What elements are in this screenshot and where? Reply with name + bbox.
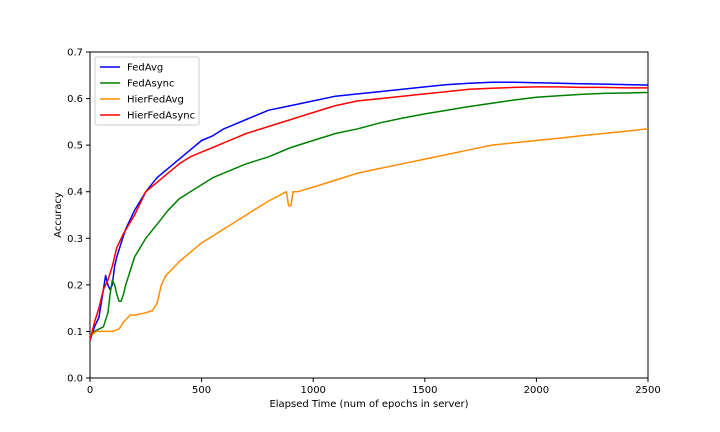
series-layer [89, 81, 649, 341]
x-axis: 0 500 1000 1500 2000 2500 [87, 378, 661, 396]
legend-label: HierFedAvg [127, 95, 184, 106]
x-tick-label: 0 [87, 385, 93, 396]
series-line-fedasync [89, 91, 649, 337]
y-tick-label: 0.1 [67, 327, 83, 338]
legend: FedAvg FedAsync HierFedAvg HierFedAsync [94, 56, 200, 126]
x-tick-label: 2500 [635, 385, 660, 396]
y-axis: 0.0 0.1 0.2 0.3 0.4 0.5 0.6 0.7 [67, 48, 90, 385]
x-tick-label: 2000 [524, 385, 549, 396]
legend-label: FedAsync [127, 79, 175, 90]
x-tick-label: 1500 [412, 385, 437, 396]
x-tick-label: 500 [192, 385, 211, 396]
legend-box [94, 56, 200, 126]
x-tick-label: 1000 [300, 385, 325, 396]
y-tick-label: 0.7 [67, 48, 83, 59]
series-line-hierfedavg [89, 128, 649, 337]
y-tick-label: 0.4 [67, 187, 83, 198]
x-axis-title: Elapsed Time (num of epochs in server) [269, 399, 468, 410]
y-tick-label: 0.5 [67, 141, 83, 152]
y-tick-label: 0.6 [67, 94, 83, 105]
series-line-hierfedasync [89, 86, 648, 341]
legend-label: FedAvg [127, 63, 163, 74]
plot-area-frame [89, 51, 649, 379]
y-tick-label: 0.3 [67, 234, 83, 245]
y-tick-label: 0.2 [67, 280, 83, 291]
legend-label: HierFedAsync [127, 111, 195, 122]
y-tick-label: 0.0 [67, 374, 83, 385]
y-axis-title: Accuracy [53, 192, 64, 238]
